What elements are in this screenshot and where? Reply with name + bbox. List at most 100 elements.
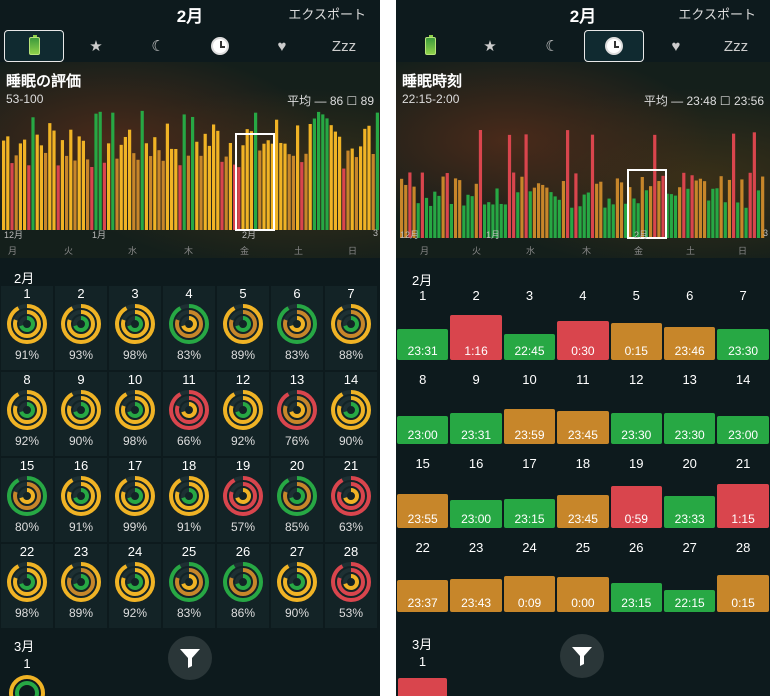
calendar-day[interactable]: 19 0:59 <box>610 456 663 540</box>
calendar-day[interactable]: 10 98% <box>108 372 162 458</box>
calendar-day[interactable]: 2 93% <box>54 286 108 372</box>
score-ring-icon <box>169 390 209 430</box>
calendar-day[interactable]: 28 53% <box>324 544 378 630</box>
score-ring-icon <box>223 476 263 516</box>
filter-button[interactable] <box>560 634 604 678</box>
calendar-day[interactable]: 4 83% <box>162 286 216 372</box>
calendar-day[interactable]: 22 23:37 <box>396 540 449 624</box>
calendar-day[interactable]: 26 23:15 <box>610 540 663 624</box>
calendar-day[interactable]: 27 22:15 <box>663 540 716 624</box>
calendar-day[interactable]: 10 23:59 <box>503 372 556 456</box>
tab-moon[interactable]: ☾ <box>128 30 188 62</box>
chart-bar <box>270 143 274 230</box>
chart-bar <box>354 157 358 230</box>
tab-star[interactable]: ★ <box>66 30 126 62</box>
calendar-day[interactable]: 5 89% <box>216 286 270 372</box>
calendar-day[interactable]: 16 23:00 <box>449 456 502 540</box>
export-button[interactable]: エクスポート <box>678 7 756 22</box>
calendar-day[interactable]: 21 1:15 <box>716 456 769 540</box>
month-section-label: 2月 <box>14 271 35 286</box>
filter-button[interactable] <box>168 636 212 680</box>
chart-bar <box>665 193 669 238</box>
calendar-day[interactable]: 1 23:31 <box>396 288 449 372</box>
calendar-day[interactable]: 15 80% <box>0 458 54 544</box>
day-number: 23 <box>73 544 89 559</box>
bedtime-bar: 23:45 <box>557 494 609 528</box>
calendar-day[interactable]: 8 23:00 <box>396 372 449 456</box>
tab-clock[interactable] <box>190 30 250 62</box>
calendar-day[interactable]: 24 92% <box>108 544 162 630</box>
calendar-day[interactable]: 13 76% <box>270 372 324 458</box>
calendar-day[interactable]: 20 23:33 <box>663 456 716 540</box>
calendar-day[interactable]: 15 23:55 <box>396 456 449 540</box>
score-percent: 90% <box>68 434 94 448</box>
calendar-day[interactable]: 12 23:30 <box>610 372 663 456</box>
tab-moon[interactable]: ☾ <box>522 30 582 62</box>
calendar-day[interactable]: 6 83% <box>270 286 324 372</box>
score-ring-icon <box>61 562 101 602</box>
tab-heart[interactable]: ♥ <box>646 30 706 62</box>
calendar-day[interactable]: 5 0:15 <box>610 288 663 372</box>
calendar-day[interactable]: 25 0:00 <box>556 540 609 624</box>
calendar-day[interactable]: 7 88% <box>324 286 378 372</box>
calendar-day[interactable]: 3 98% <box>108 286 162 372</box>
weekday-label: 火 <box>472 246 482 256</box>
calendar-day[interactable]: 23 89% <box>54 544 108 630</box>
calendar-day[interactable]: 20 85% <box>270 458 324 544</box>
calendar-day[interactable]: 7 23:30 <box>716 288 769 372</box>
tab-clock[interactable] <box>584 30 644 62</box>
calendar-day[interactable]: 14 90% <box>324 372 378 458</box>
tab-zzz[interactable]: Zzz <box>314 30 374 62</box>
chart-bar <box>532 187 536 238</box>
bedtime-chart[interactable]: 睡眠時刻 22:15-2:00 平均 — 23:48 ☐ 23:56 12月 1… <box>396 62 770 258</box>
chart-bar <box>170 148 174 230</box>
bedtime-value: 23:30 <box>728 344 759 358</box>
score-chart[interactable]: 睡眠の評価 53-100 平均 — 86 ☐ 89 12月 1月 2月 3 月 … <box>0 62 380 258</box>
tab-battery[interactable] <box>4 30 64 62</box>
calendar-day[interactable]: 27 90% <box>270 544 324 630</box>
heart-icon: ♥ <box>671 37 681 55</box>
calendar-day[interactable]: 17 23:15 <box>503 456 556 540</box>
calendar-day[interactable]: 14 23:00 <box>716 372 769 456</box>
calendar-day[interactable]: 17 99% <box>108 458 162 544</box>
calendar-day[interactable]: 24 0:09 <box>503 540 556 624</box>
calendar-day[interactable]: 8 92% <box>0 372 54 458</box>
tab-battery[interactable] <box>400 30 460 62</box>
export-button[interactable]: エクスポート <box>288 7 366 22</box>
calendar-day[interactable]: 26 86% <box>216 544 270 630</box>
calendar-day[interactable]: 9 23:31 <box>449 372 502 456</box>
calendar-day[interactable]: 22 98% <box>0 544 54 630</box>
calendar-day[interactable]: 13 23:30 <box>663 372 716 456</box>
tab-heart[interactable]: ♥ <box>252 30 312 62</box>
calendar-day[interactable]: 18 91% <box>162 458 216 544</box>
calendar-day[interactable]: 1 91% <box>0 286 54 372</box>
day-number: 25 <box>575 540 591 555</box>
chart-bar <box>590 134 595 238</box>
calendar-day[interactable]: 1 <box>0 656 54 696</box>
calendar-day[interactable]: 23 23:43 <box>449 540 502 624</box>
calendar-day[interactable]: 19 57% <box>216 458 270 544</box>
tab-star[interactable]: ★ <box>460 30 520 62</box>
calendar-day[interactable]: 6 23:46 <box>663 288 716 372</box>
calendar-day[interactable]: 2 1:16 <box>449 288 502 372</box>
calendar-day[interactable]: 4 0:30 <box>556 288 609 372</box>
bedtime-bar: 0:59 <box>610 485 662 528</box>
funnel-icon <box>572 647 592 666</box>
calendar-day[interactable]: 28 0:15 <box>716 540 769 624</box>
chart-bar <box>258 150 262 230</box>
chart-bar <box>661 175 665 238</box>
calendar-day[interactable]: 9 90% <box>54 372 108 458</box>
calendar-day[interactable]: 16 91% <box>54 458 108 544</box>
calendar-day[interactable]: 1 <box>396 654 449 696</box>
calendar-day[interactable]: 21 63% <box>324 458 378 544</box>
chart-bar <box>574 173 578 238</box>
chart-bar <box>254 112 258 230</box>
calendar-day[interactable]: 12 92% <box>216 372 270 458</box>
chart-bar <box>132 153 136 230</box>
tab-zzz[interactable]: Zzz <box>706 30 766 62</box>
calendar-day[interactable]: 11 23:45 <box>556 372 609 456</box>
calendar-day[interactable]: 11 66% <box>162 372 216 458</box>
calendar-day[interactable]: 18 23:45 <box>556 456 609 540</box>
calendar-day[interactable]: 3 22:45 <box>503 288 556 372</box>
calendar-day[interactable]: 25 83% <box>162 544 216 630</box>
